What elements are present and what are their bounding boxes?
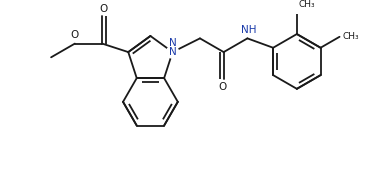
Circle shape [167, 46, 178, 58]
Text: CH₃: CH₃ [298, 0, 315, 9]
Text: NH: NH [241, 25, 257, 35]
Text: N: N [169, 38, 177, 48]
Text: O: O [218, 82, 226, 92]
Text: N: N [169, 47, 177, 57]
Text: CH₃: CH₃ [342, 32, 359, 41]
Text: O: O [100, 4, 108, 14]
Text: O: O [71, 30, 79, 40]
